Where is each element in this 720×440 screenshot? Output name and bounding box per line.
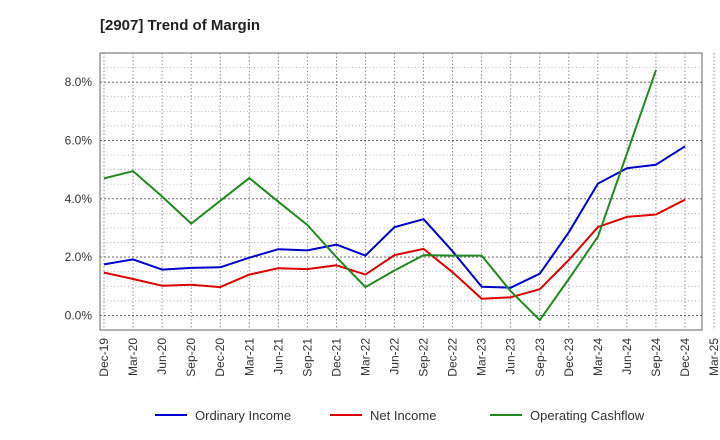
plot-area — [99, 52, 703, 331]
legend-label: Net Income — [370, 408, 436, 423]
series-line-operating-cashflow — [103, 69, 657, 322]
x-tick-label: Jun-20 — [155, 338, 169, 375]
x-tick-label: Sep-23 — [533, 338, 547, 377]
x-tick-label: Dec-20 — [213, 338, 227, 377]
x-tick-label: Sep-24 — [649, 338, 663, 377]
x-tick-label: Dec-22 — [446, 338, 460, 377]
y-tick-label: 8.0% — [65, 75, 93, 89]
x-tick-label: Mar-25 — [707, 338, 720, 376]
x-axis-tick-labels: Dec-19 Mar-20 Jun-20 Sep-20 Dec-20 Mar-21 Jun-… — [97, 338, 720, 377]
y-tick-label: 2.0% — [65, 250, 93, 264]
y-tick-label: 0.0% — [65, 308, 93, 322]
x-tick-label: Mar-20 — [126, 338, 140, 376]
chart-title: [2907] Trend of Margin — [100, 17, 260, 34]
x-tick-label: Mar-21 — [242, 338, 256, 376]
x-tick-label: Sep-20 — [184, 338, 198, 377]
vertical-gridlines — [103, 53, 715, 330]
x-tick-label: Dec-23 — [562, 338, 576, 377]
x-tick-label: Mar-23 — [475, 338, 489, 376]
y-tick-label: 6.0% — [65, 133, 93, 147]
x-tick-label: Dec-24 — [678, 338, 692, 377]
x-tick-label: Sep-21 — [300, 338, 314, 377]
legend-label: Ordinary Income — [195, 408, 291, 423]
x-tick-label: Jun-22 — [388, 338, 402, 375]
x-tick-label: Jun-21 — [271, 338, 285, 375]
y-tick-label: 4.0% — [65, 192, 93, 206]
x-tick-label: Dec-19 — [97, 338, 111, 377]
x-tick-label: Mar-24 — [591, 338, 605, 376]
x-tick-label: Jun-23 — [504, 338, 518, 375]
series-line-net-income — [103, 198, 686, 300]
x-tick-label: Dec-21 — [329, 338, 343, 377]
legend: Ordinary Income Net Income Operating Cashf… — [155, 408, 645, 423]
y-axis-tick-labels: 0.0% 2.0% 4.0% 6.0% 8.0% — [65, 75, 93, 322]
x-tick-label: Sep-22 — [417, 338, 431, 377]
x-tick-label: Jun-24 — [620, 338, 634, 375]
series-line-ordinary-income — [103, 145, 686, 289]
horizontal-gridlines — [100, 67, 702, 316]
series-lines — [103, 69, 686, 322]
legend-label: Operating Cashflow — [530, 408, 645, 423]
x-tick-label: Mar-22 — [358, 338, 372, 376]
